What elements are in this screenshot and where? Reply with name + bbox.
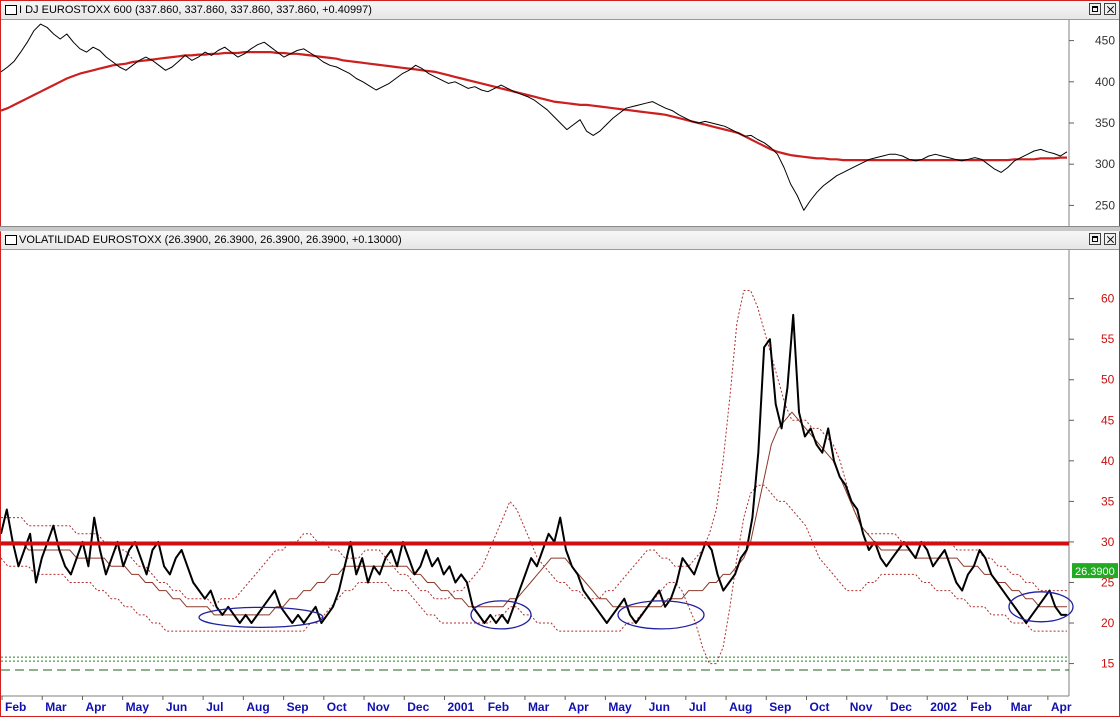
close-icon[interactable] <box>1104 233 1116 245</box>
volatility-y-tick-label: 60 <box>1101 292 1115 306</box>
price-y-tick-label: 400 <box>1095 75 1115 89</box>
volatility-panel: VOLATILIDAD EUROSTOXX (26.3900, 26.3900,… <box>1 231 1119 716</box>
highlight-ellipse <box>1008 591 1074 623</box>
price-y-tick-label: 350 <box>1095 116 1115 130</box>
volatility-y-tick-label: 15 <box>1101 657 1115 671</box>
price-moving-average-line <box>1 50 1067 162</box>
volatility-y-tick-label: 40 <box>1101 454 1115 468</box>
x-tick-label: 2001 <box>447 700 474 714</box>
volatility-y-tick-label: 25 <box>1101 575 1115 589</box>
x-tick-label: Aug <box>729 700 752 714</box>
x-tick-label: Nov <box>850 700 873 714</box>
highlight-ellipse <box>198 606 324 628</box>
volatility-moving-average-line <box>1 411 1067 616</box>
x-tick-label: Mar <box>1011 700 1033 714</box>
volatility-y-tick-label: 20 <box>1101 616 1115 630</box>
upper-band-line <box>1 290 1067 608</box>
close-icon[interactable] <box>1104 3 1116 15</box>
volatility-y-tick-label: 50 <box>1101 373 1115 387</box>
highlight-ellipse <box>617 600 705 630</box>
x-tick-label: Oct <box>810 700 830 714</box>
price-y-tick-label: 300 <box>1095 157 1115 171</box>
volatility-y-tick-label: 55 <box>1101 332 1115 346</box>
window-menu-icon[interactable] <box>5 5 17 15</box>
volatility-line <box>1 313 1067 624</box>
x-tick-label: Dec <box>407 700 429 714</box>
x-tick-label: Apr <box>568 700 589 714</box>
price-line <box>1 23 1068 211</box>
price-chart: 250 300 350 400 450 <box>1 20 1115 226</box>
x-tick-label: Feb <box>970 700 991 714</box>
x-tick-label: Jun <box>649 700 670 714</box>
price-y-tick-label: 250 <box>1095 198 1115 212</box>
highlight-ellipse <box>470 600 532 630</box>
volatility-panel-title: VOLATILIDAD EUROSTOXX (26.3900, 26.3900,… <box>19 234 402 246</box>
x-tick-label: May <box>608 700 632 714</box>
x-tick-label: Jun <box>166 700 187 714</box>
x-tick-label: Mar <box>45 700 67 714</box>
volatility-y-tick-label: 35 <box>1101 494 1115 508</box>
x-tick-label: Apr <box>1051 700 1072 714</box>
x-tick-label: Jul <box>689 700 706 714</box>
x-tick-label: 2002 <box>930 700 957 714</box>
x-tick-label: May <box>126 700 150 714</box>
maximize-icon[interactable] <box>1089 233 1101 245</box>
x-tick-label: Oct <box>327 700 347 714</box>
x-tick-label: Feb <box>488 700 509 714</box>
window-menu-icon[interactable] <box>5 235 17 245</box>
x-tick-label: Apr <box>85 700 106 714</box>
price-panel-title: I DJ EUROSTOXX 600 (337.860, 337.860, 33… <box>19 4 372 16</box>
lower-band-line <box>1 484 1067 665</box>
x-tick-label: Dec <box>890 700 912 714</box>
x-tick-label: Sep <box>287 700 309 714</box>
last-value-badge <box>1072 563 1118 579</box>
x-tick-label: Sep <box>769 700 791 714</box>
volatility-y-tick-label: 30 <box>1101 535 1115 549</box>
last-value-label: 26.3900 <box>1075 566 1115 578</box>
price-panel-titlebar[interactable]: I DJ EUROSTOXX 600 (337.860, 337.860, 33… <box>1 1 1119 20</box>
volatility-chart: 15 20 25 30 35 40 45 50 55 60 26.3900 Feb Mar Apr May J… <box>1 250 1118 714</box>
x-tick-label: Nov <box>367 700 390 714</box>
price-y-tick-label: 450 <box>1095 34 1115 48</box>
volatility-panel-titlebar[interactable]: VOLATILIDAD EUROSTOXX (26.3900, 26.3900,… <box>1 231 1119 250</box>
x-tick-label: Jul <box>206 700 223 714</box>
x-tick-label: Feb <box>5 700 26 714</box>
maximize-icon[interactable] <box>1089 3 1101 15</box>
volatility-y-tick-label: 45 <box>1101 413 1115 427</box>
price-panel: I DJ EUROSTOXX 600 (337.860, 337.860, 33… <box>1 1 1119 226</box>
x-tick-label: Mar <box>528 700 550 714</box>
x-tick-label: Aug <box>246 700 269 714</box>
